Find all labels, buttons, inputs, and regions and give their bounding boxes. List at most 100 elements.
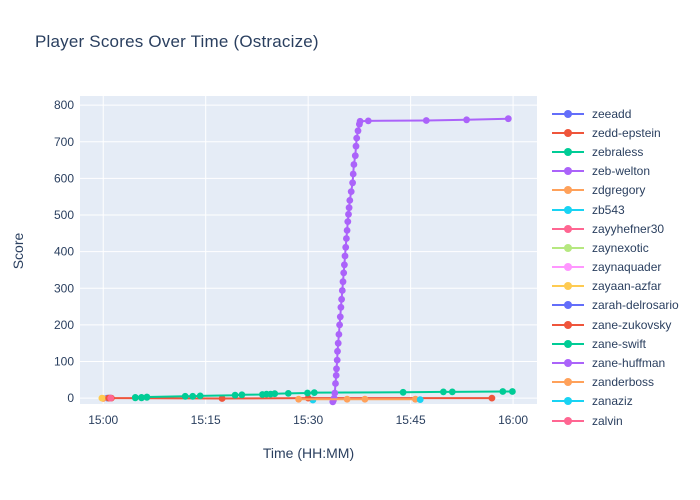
y-axis-title: Score <box>10 232 26 270</box>
chart-title: Player Scores Over Time (Ostracize) <box>35 32 319 51</box>
series-zane-huffman[interactable] <box>329 115 512 406</box>
legend-item-zeeadd[interactable]: zeeadd <box>550 104 698 123</box>
data-point[interactable] <box>138 394 145 401</box>
data-point[interactable] <box>341 261 348 269</box>
data-point[interactable] <box>504 115 512 123</box>
legend-item-zanderboss[interactable]: zanderboss <box>550 373 698 392</box>
data-point[interactable] <box>488 394 496 402</box>
data-point[interactable] <box>340 269 348 277</box>
legend-item-zaynexotic[interactable]: zaynexotic <box>550 238 698 257</box>
data-point[interactable] <box>331 389 339 397</box>
data-point[interactable] <box>342 243 350 251</box>
data-point[interactable] <box>336 321 343 329</box>
data-point[interactable] <box>339 278 347 286</box>
legend-label: zedd-epstein <box>592 125 661 140</box>
data-point[interactable] <box>107 394 115 402</box>
legend-item-zanaziz[interactable]: zanaziz <box>550 392 698 411</box>
legend-item-zedd-epstein[interactable]: zedd-epstein <box>550 123 698 142</box>
series-zanderboss[interactable] <box>295 395 419 403</box>
data-point[interactable] <box>143 393 151 401</box>
data-point[interactable] <box>304 389 311 397</box>
data-point[interactable] <box>356 117 364 125</box>
y-tick-label: 800 <box>54 98 74 112</box>
data-point[interactable] <box>338 295 345 303</box>
data-point[interactable] <box>336 313 344 321</box>
legend-item-zane-swift[interactable]: zane-swift <box>550 334 698 353</box>
legend-item-zane-zukovsky[interactable]: zane-zukovsky <box>550 315 698 334</box>
legend-marker-icon <box>552 147 584 156</box>
data-point[interactable] <box>181 392 189 400</box>
data-point[interactable] <box>361 395 369 403</box>
legend-item-zdgregory[interactable]: zdgregory <box>550 181 698 200</box>
legend-item-zeb-welton[interactable]: zeb-welton <box>550 162 698 181</box>
series-zayaan-azfar[interactable] <box>98 394 106 402</box>
data-point[interactable] <box>349 179 356 187</box>
data-point[interactable] <box>218 395 226 402</box>
data-point[interactable] <box>364 117 372 125</box>
data-point[interactable] <box>399 388 407 396</box>
data-point[interactable] <box>416 396 424 403</box>
data-point[interactable] <box>499 388 507 395</box>
data-point[interactable] <box>463 116 470 124</box>
legend-marker-icon <box>552 397 584 406</box>
legend-label: zeb-welton <box>592 164 651 179</box>
data-point[interactable] <box>337 303 345 311</box>
data-point[interactable] <box>334 339 342 347</box>
data-point[interactable] <box>131 394 139 401</box>
data-point[interactable] <box>338 287 346 294</box>
data-point[interactable] <box>238 391 246 399</box>
data-point[interactable] <box>344 218 352 226</box>
data-point[interactable] <box>332 380 339 387</box>
data-point[interactable] <box>335 331 343 338</box>
data-point[interactable] <box>352 142 360 150</box>
legend-marker-icon <box>552 282 584 291</box>
legend-item-zane-huffman[interactable]: zane-huffman <box>550 353 698 372</box>
data-point[interactable] <box>231 391 239 399</box>
data-point[interactable] <box>346 197 354 204</box>
series-zane-swift[interactable] <box>131 388 516 401</box>
legend-item-zayaan-azfar[interactable]: zayaan-azfar <box>550 277 698 296</box>
data-point[interactable] <box>440 388 447 396</box>
data-point[interactable] <box>345 204 353 212</box>
legend-item-zayyhefner30[interactable]: zayyhefner30 <box>550 219 698 238</box>
series-zanaziz[interactable] <box>416 396 424 403</box>
legend-marker-icon <box>552 205 584 214</box>
data-point[interactable] <box>350 161 358 168</box>
data-point[interactable] <box>349 170 357 178</box>
data-point[interactable] <box>448 388 456 396</box>
data-point[interactable] <box>196 392 204 400</box>
data-point[interactable] <box>189 392 197 400</box>
data-point[interactable] <box>343 235 350 242</box>
series-zalvin[interactable] <box>107 394 115 402</box>
legend-label: zayyhefner30 <box>592 221 665 236</box>
y-tick-label: 300 <box>54 281 74 295</box>
data-point[interactable] <box>310 389 318 396</box>
data-point[interactable] <box>422 117 430 124</box>
legend-item-zebraless[interactable]: zebraless <box>550 142 698 161</box>
data-point[interactable] <box>333 356 341 364</box>
legend-item-zarah-delrosario[interactable]: zarah-delrosario <box>550 296 698 315</box>
data-point[interactable] <box>284 390 292 397</box>
data-point[interactable] <box>271 390 279 398</box>
data-point[interactable] <box>333 365 340 373</box>
legend-label: zane-swift <box>592 336 647 351</box>
legend-item-zalvin[interactable]: zalvin <box>550 411 698 425</box>
data-point[interactable] <box>347 188 355 196</box>
data-point[interactable] <box>345 210 352 218</box>
data-point[interactable] <box>334 347 341 355</box>
data-point[interactable] <box>354 127 362 135</box>
data-point[interactable] <box>351 152 359 160</box>
data-point[interactable] <box>98 394 106 402</box>
data-point[interactable] <box>509 388 516 395</box>
y-tick-label: 0 <box>67 391 74 405</box>
data-point[interactable] <box>341 252 349 260</box>
legend-marker-icon <box>552 186 584 195</box>
data-point[interactable] <box>343 227 351 234</box>
data-point[interactable] <box>353 134 361 142</box>
data-point[interactable] <box>295 395 302 403</box>
data-point[interactable] <box>332 372 340 379</box>
legend-item-zb543[interactable]: zb543 <box>550 200 698 219</box>
legend-item-zaynaquader[interactable]: zaynaquader <box>550 258 698 277</box>
legend-marker-icon <box>552 320 584 329</box>
data-point[interactable] <box>343 395 351 403</box>
